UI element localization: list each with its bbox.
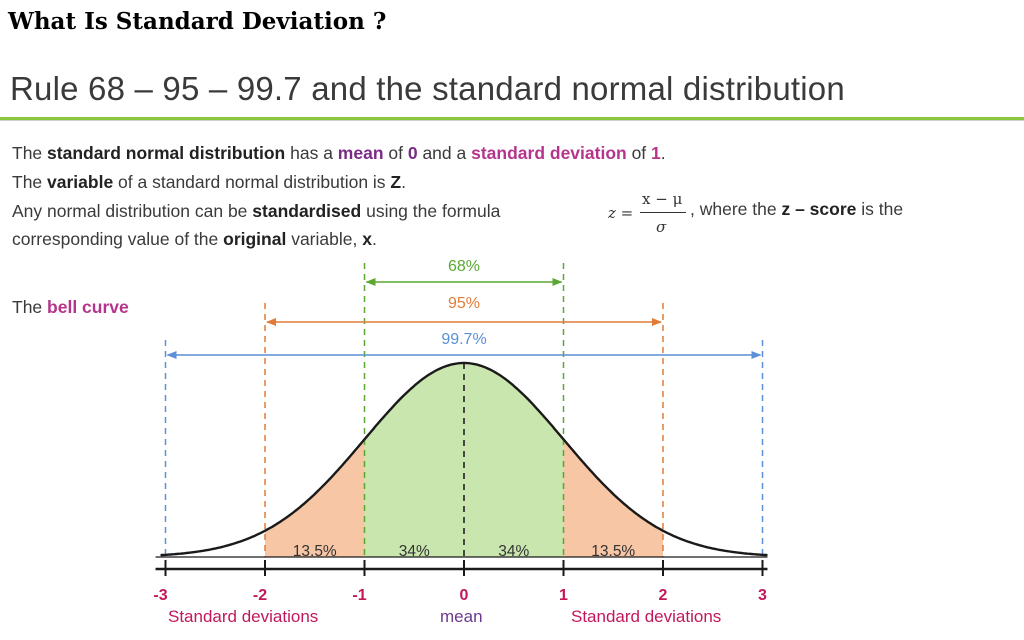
region-label: 13.5% [293, 543, 337, 560]
line-definition: The standard normal distribution has a m… [12, 143, 666, 163]
axis-tick-label: 2 [659, 587, 668, 604]
z-score-formula: z = x − μ σ [608, 190, 690, 240]
subtitle: Rule 68 – 95 – 99.7 and the standard nor… [10, 70, 845, 107]
axis-tick-label: 3 [758, 587, 767, 604]
span-label: 95% [448, 295, 480, 312]
region-label: 34% [399, 543, 430, 560]
region-fill-inner [364, 363, 564, 557]
axis-tick-label: 1 [559, 587, 568, 604]
axis-tick-label: -2 [253, 587, 267, 604]
line-standardise: Any normal distribution can be standardi… [12, 201, 501, 221]
axis-tick-label: -3 [153, 587, 167, 604]
formula-numerator: x − μ [642, 190, 683, 208]
formula-lhs: z = [608, 204, 634, 222]
footer-left-label: Standard deviations [168, 607, 319, 626]
divider [0, 117, 1024, 121]
line-original: corresponding value of the original vari… [12, 229, 377, 249]
footer-right-label: Standard deviations [571, 607, 722, 626]
axis-tick-label: 0 [460, 587, 469, 604]
span-label: 68% [448, 258, 480, 275]
fraction-bar [640, 212, 686, 213]
formula-denominator: σ [656, 218, 667, 236]
region-label: 13.5% [591, 543, 635, 560]
line-variable: The variable of a standard normal distri… [12, 172, 406, 192]
span-label: 99.7% [441, 331, 486, 348]
footer-mean-label: mean [440, 607, 483, 626]
page-title: What Is Standard Deviation ? [8, 8, 387, 35]
bell-curve-line [160, 361, 768, 557]
axis-tick-label: -1 [352, 587, 366, 604]
line-zscore: , where the z – score is the [690, 199, 904, 219]
bell-curve-label: The bell curve [12, 297, 129, 317]
region-label: 34% [498, 543, 529, 560]
